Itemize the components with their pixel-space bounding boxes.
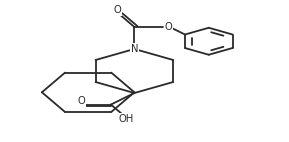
Text: O: O [165, 22, 172, 32]
Text: OH: OH [118, 114, 134, 124]
Text: O: O [114, 5, 122, 15]
Text: O: O [77, 96, 85, 106]
Text: N: N [131, 44, 138, 54]
